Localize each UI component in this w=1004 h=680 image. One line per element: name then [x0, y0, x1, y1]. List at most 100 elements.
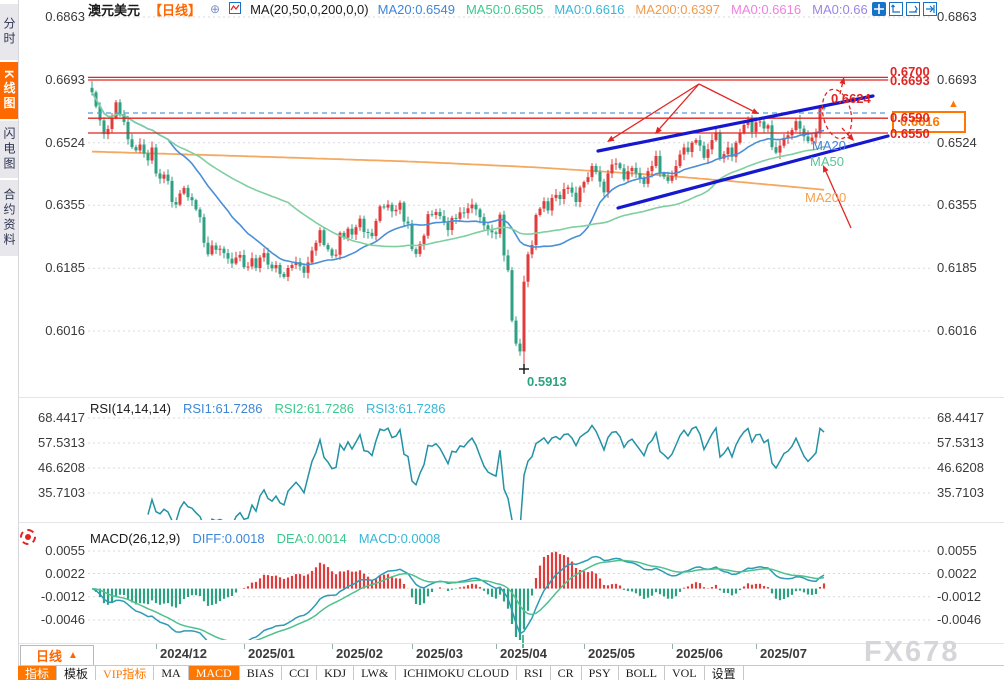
- toolbar-item-1[interactable]: 指标: [18, 666, 58, 680]
- price-axis-label: 0.6016: [937, 323, 977, 338]
- overlay-plus-icon[interactable]: ⊕: [210, 2, 221, 16]
- month-tick: [244, 644, 245, 649]
- month-tick: [332, 644, 333, 649]
- macd-title[interactable]: MACD(26,12,9): [90, 531, 181, 546]
- toolbar-item-6[interactable]: BIAS: [239, 666, 283, 680]
- toolbar-item-4[interactable]: MA: [154, 666, 189, 680]
- axis-fit-icon[interactable]: [906, 2, 920, 16]
- macd-value: DEA:0.0014: [276, 531, 347, 546]
- sidebar-tab-2[interactable]: K线图: [0, 62, 18, 119]
- macd-axis-label: 0.0022: [937, 565, 977, 581]
- toolbar-item-2[interactable]: 模板: [57, 666, 97, 680]
- price-axis-label: 0.6355: [937, 197, 977, 213]
- month-tick: [156, 644, 157, 649]
- month-tick: [672, 644, 673, 649]
- date-label: 2025/07: [760, 646, 807, 661]
- ma-value: MA20:0.6549: [377, 1, 455, 17]
- chart-annotation-label: MA200: [805, 190, 847, 205]
- ma-value: MA0:0.6616: [554, 1, 625, 17]
- rsi-axis-label: 46.6208: [38, 459, 85, 475]
- rsi-axis-label: 68.4417: [38, 410, 85, 425]
- period-selector-button[interactable]: 日线 ▲: [20, 645, 94, 666]
- axis-scale-icon[interactable]: [889, 2, 903, 16]
- pane-divider: [18, 643, 1004, 644]
- rsi-title[interactable]: RSI(14,14,14): [90, 401, 171, 416]
- toolbar-item-9[interactable]: LW&: [354, 666, 397, 680]
- watermark: FX678: [864, 636, 960, 668]
- jump-latest-icon[interactable]: [923, 2, 937, 16]
- toolbar-item-3[interactable]: VIP指标: [96, 666, 155, 680]
- month-tick: [496, 644, 497, 649]
- toolbar-item-14[interactable]: BOLL: [618, 666, 665, 680]
- date-label: 2025/04: [500, 646, 547, 661]
- rsi-axis-label: 35.7103: [38, 485, 85, 500]
- period-selector-label: 日线: [36, 649, 63, 664]
- ma-value: MA0:0.6616: [731, 1, 802, 17]
- toolbar-item-13[interactable]: PSY: [581, 666, 619, 680]
- price-axis-label: 0.6524: [45, 134, 85, 150]
- rsi-axis-label: 57.5313: [937, 434, 984, 450]
- price-axis-label: 0.6185: [937, 260, 977, 276]
- price-axis-label: 0.6524: [937, 134, 977, 150]
- toolbar-item-16[interactable]: 设置: [704, 666, 744, 680]
- price-axis-label: 0.6185: [45, 260, 85, 276]
- sidebar-tab-4[interactable]: 合约资料: [0, 180, 18, 256]
- sidebar-tab-1[interactable]: 分时图: [0, 4, 18, 60]
- chart-tool-icons: [872, 2, 937, 16]
- support-resistance-label: 0.6550: [890, 126, 930, 141]
- ma-settings-label[interactable]: MA(20,50,0,200,0,0): [250, 1, 369, 17]
- chart-annotation-label: 0.6624: [831, 91, 871, 106]
- macd-value: MACD:0.0008: [358, 531, 441, 546]
- macd-value: DIFF:0.0018: [192, 531, 265, 546]
- toolbar-item-10[interactable]: ICHIMOKU CLOUD: [396, 666, 517, 680]
- price-axis-label: 0.6693: [937, 72, 977, 88]
- rsi-axis-label: 46.6208: [937, 459, 984, 475]
- ma-value: MA0:0.66: [812, 1, 868, 17]
- price-axis-label: 0.6863: [937, 9, 977, 24]
- toolbar-item-5[interactable]: MACD: [188, 666, 240, 680]
- toolbar-item-7[interactable]: CCI: [282, 666, 318, 680]
- date-label: 2025/02: [336, 646, 383, 661]
- rsi-value: RSI3:61.7286: [365, 401, 446, 416]
- chart-annotation-label: MA20: [812, 138, 846, 153]
- macd-axis-label: -0.0046: [937, 612, 982, 627]
- macd-axis-label: -0.0046: [40, 612, 85, 627]
- sidebar-tab-3[interactable]: 闪电图: [0, 121, 18, 178]
- rsi-header: RSI(14,14,14) RSI1:61.7286 RSI2:61.7286 RS…: [90, 401, 445, 416]
- price-axis-label: 0.6863: [45, 9, 85, 24]
- chevron-up-icon: ▲: [68, 650, 78, 661]
- date-label: 2025/06: [676, 646, 723, 661]
- rsi-axis-label: 68.4417: [937, 410, 984, 425]
- pane-divider: [18, 522, 1004, 523]
- chart-annotation-label: 0.5913: [527, 374, 567, 389]
- month-tick: [584, 644, 585, 649]
- toolbar-item-8[interactable]: KDJ: [317, 666, 355, 680]
- date-label: 2025/05: [588, 646, 635, 661]
- current-price-box: 0.6616: [892, 111, 966, 133]
- month-tick: [756, 644, 757, 649]
- macd-value-readouts: DIFF:0.0018 DEA:0.0014 MACD:0.0008: [192, 531, 440, 546]
- macd-axis-label: 0.0055: [45, 543, 85, 558]
- toolbar-item-15[interactable]: VOL: [664, 666, 705, 680]
- toolbar-item-11[interactable]: RSI: [516, 666, 551, 680]
- rsi-axis-label: 57.5313: [38, 434, 85, 450]
- pan-icon[interactable]: [872, 2, 886, 16]
- period-label[interactable]: 【日线】: [149, 2, 202, 18]
- month-tick: [412, 644, 413, 649]
- date-label: 2024/12: [160, 646, 207, 661]
- support-resistance-label: 0.6700: [890, 64, 930, 79]
- date-label: 2025/03: [416, 646, 463, 661]
- chart-annotation-label: MA50: [810, 154, 844, 169]
- ma-value: MA200:0.6397: [635, 1, 720, 17]
- alert-icon[interactable]: [20, 529, 36, 545]
- support-resistance-label: 0.6590: [890, 110, 930, 125]
- indicator-chart-icon[interactable]: [229, 1, 242, 17]
- chart-header: 澳元美元 【日线】 ⊕ MA(20,50,0,200,0,0) MA20:0.6…: [88, 1, 868, 18]
- price-axis-label: 0.6016: [45, 323, 85, 338]
- toolbar-item-12[interactable]: CR: [550, 666, 582, 680]
- price-up-arrow-icon: ▲: [948, 98, 959, 110]
- macd-header: MACD(26,12,9) DIFF:0.0018 DEA:0.0014 MACD:…: [90, 531, 440, 546]
